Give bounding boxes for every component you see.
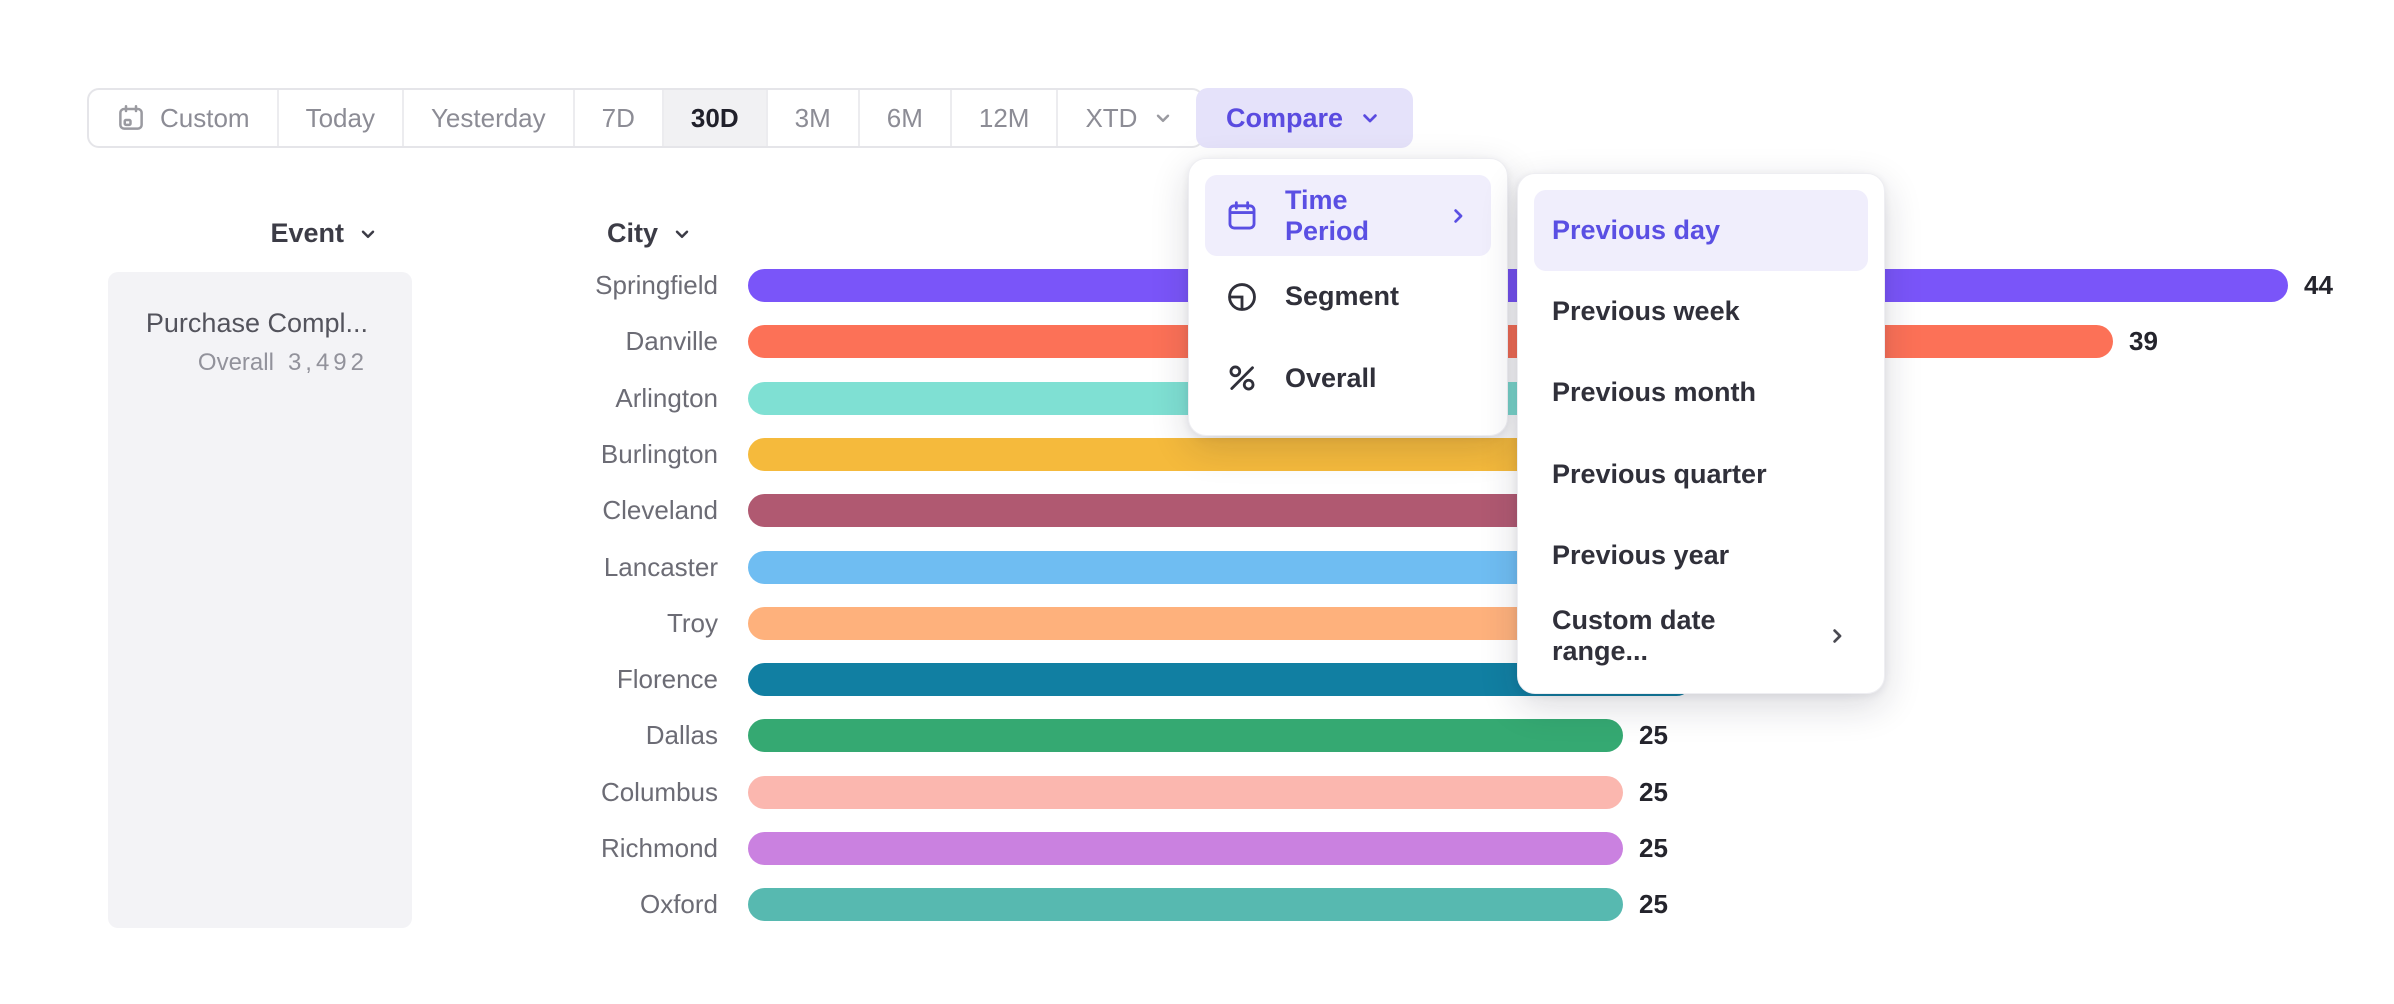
- event-column-header[interactable]: Event: [108, 218, 380, 249]
- date-range-label: 6M: [886, 102, 923, 133]
- calendar-icon: [116, 103, 146, 133]
- date-range-7d[interactable]: 7D: [575, 90, 664, 146]
- bar-label-richmond: Richmond: [600, 833, 718, 863]
- bar-value-springfield: 44: [2304, 270, 2333, 300]
- percent-icon: [1225, 361, 1259, 395]
- event-overall: Overall 3,492: [128, 349, 368, 377]
- date-range-30d[interactable]: 30D: [663, 90, 768, 146]
- time-period-submenu: Previous day Previous week Previous month P…: [1517, 173, 1885, 694]
- chevron-right-icon: [1824, 623, 1850, 649]
- event-name: Purchase Compl...: [145, 308, 368, 338]
- overall-label: Overall: [197, 349, 274, 376]
- segment-icon: [1225, 280, 1259, 314]
- menu-item-previous-year[interactable]: Previous year: [1534, 515, 1868, 596]
- menu-item-label: Previous year: [1552, 539, 1730, 570]
- bar-value-dallas: 25: [1639, 720, 1668, 750]
- menu-item-label: Custom date range...: [1552, 605, 1716, 667]
- menu-item-label: Previous quarter: [1552, 458, 1767, 489]
- bar-value-columbus: 25: [1639, 777, 1668, 807]
- menu-item-custom-date-range[interactable]: Custom date range...: [1534, 596, 1868, 677]
- menu-item-label: Previous week: [1552, 296, 1740, 327]
- menu-item-label: Previous month: [1552, 377, 1757, 408]
- event-card[interactable]: Purchase Compl... Overall 3,492: [108, 272, 412, 928]
- date-range-custom[interactable]: Custom: [89, 90, 279, 146]
- chevron-right-icon: [1445, 203, 1471, 229]
- menu-item-previous-day[interactable]: Previous day: [1534, 190, 1868, 272]
- menu-item-label: Segment: [1285, 281, 1400, 312]
- bar-label-burlington: Burlington: [600, 439, 718, 469]
- date-range-toolbar: Custom Today Yesterday 7D 30D 3M 6M 12M XTD: [87, 88, 1205, 148]
- menu-item-time-period[interactable]: Time Period: [1205, 175, 1491, 257]
- date-range-label: XTD: [1085, 102, 1138, 133]
- chevron-down-icon: [670, 222, 694, 246]
- chevron-down-icon: [1151, 106, 1175, 130]
- bar-label-florence: Florence: [616, 664, 718, 694]
- overall-value: 3,492: [287, 349, 368, 376]
- bar-value-danville: 39: [2129, 326, 2158, 356]
- menu-item-label: Time Period: [1285, 184, 1370, 246]
- menu-item-label: Overall: [1285, 362, 1377, 393]
- compare-menu: Time Period Segment Overall: [1188, 158, 1508, 436]
- calendar-icon: [1225, 199, 1259, 233]
- bar-label-columbus: Columbus: [600, 777, 718, 807]
- chevron-down-icon: [356, 222, 380, 246]
- bar-label-danville: Danville: [625, 326, 719, 356]
- event-column-label: Event: [270, 218, 344, 248]
- bar-label-cleveland: Cleveland: [602, 495, 718, 525]
- bar-label-dallas: Dallas: [645, 720, 718, 750]
- menu-item-previous-week[interactable]: Previous week: [1534, 271, 1868, 352]
- city-column-header[interactable]: City: [607, 218, 694, 249]
- bar-label-springfield: Springfield: [595, 270, 718, 300]
- menu-item-overall[interactable]: Overall: [1205, 338, 1491, 419]
- bar-label-troy: Troy: [666, 608, 718, 638]
- date-range-yesterday[interactable]: Yesterday: [404, 90, 575, 146]
- bar-label-arlington: Arlington: [615, 383, 718, 413]
- date-range-label: 30D: [690, 102, 739, 133]
- menu-item-previous-month[interactable]: Previous month: [1534, 352, 1868, 433]
- date-range-label: Yesterday: [430, 102, 546, 133]
- date-range-label: Today: [305, 102, 375, 133]
- menu-item-segment[interactable]: Segment: [1205, 256, 1491, 337]
- bar-dallas[interactable]: [748, 719, 1623, 752]
- bar-label-lancaster: Lancaster: [603, 552, 718, 582]
- bar-label-oxford: Oxford: [639, 889, 718, 919]
- date-range-today[interactable]: Today: [279, 90, 404, 146]
- chevron-down-icon: [1357, 105, 1383, 131]
- bar-value-richmond: 25: [1639, 833, 1668, 863]
- date-range-label: Custom: [160, 102, 250, 133]
- compare-label: Compare: [1226, 102, 1344, 133]
- date-range-3m[interactable]: 3M: [768, 90, 860, 146]
- date-range-12m[interactable]: 12M: [952, 90, 1059, 146]
- bar-columbus[interactable]: [748, 776, 1623, 809]
- bar-oxford[interactable]: [748, 888, 1623, 921]
- date-range-6m[interactable]: 6M: [860, 90, 952, 146]
- date-range-xtd[interactable]: XTD: [1058, 90, 1202, 146]
- menu-item-previous-quarter[interactable]: Previous quarter: [1534, 434, 1868, 515]
- bar-value-oxford: 25: [1639, 889, 1668, 919]
- city-column-label: City: [607, 218, 659, 248]
- date-range-label: 7D: [601, 102, 635, 133]
- date-range-label: 3M: [794, 102, 831, 133]
- compare-button[interactable]: Compare: [1196, 88, 1414, 148]
- date-range-label: 12M: [978, 102, 1030, 133]
- menu-item-label: Previous day: [1552, 215, 1721, 246]
- bar-richmond[interactable]: [748, 832, 1623, 865]
